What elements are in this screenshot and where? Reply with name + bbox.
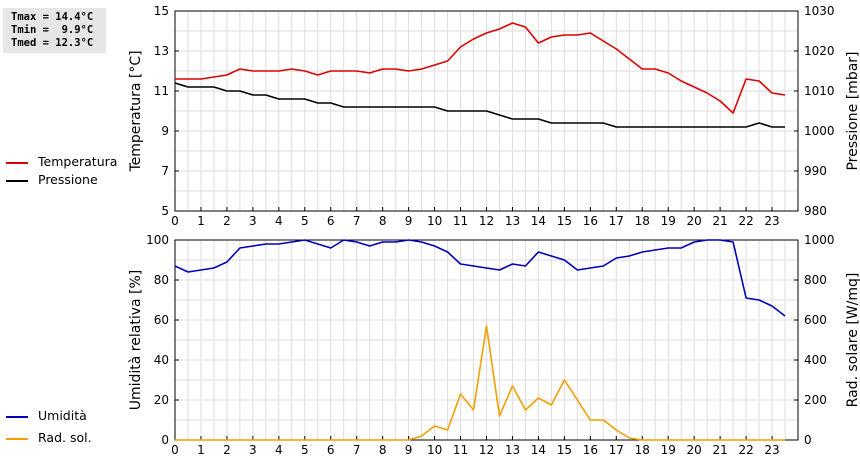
x-tick-label: 3 — [249, 443, 257, 457]
legend-item-umidita: Umidità — [6, 408, 87, 423]
x-tick-label: 5 — [301, 443, 309, 457]
x-tick-label: 11 — [453, 443, 468, 457]
x-tick-label: 3 — [249, 214, 257, 228]
x-tick-label: 7 — [353, 214, 361, 228]
y-axis-label: Temperatura [°C] — [128, 50, 144, 172]
x-tick-label: 22 — [738, 443, 753, 457]
x-tick-label: 17 — [609, 443, 624, 457]
x-tick-label: 0 — [171, 443, 179, 457]
legend-label-temperatura: Temperatura — [38, 154, 118, 169]
legend-swatch-rad-sol — [6, 437, 28, 440]
stat-tmed: Tmed = 12.3°C — [11, 37, 94, 49]
x-tick-label: 12 — [479, 214, 494, 228]
series-line-rad-sol- — [175, 325, 785, 441]
x-tick-label: 5 — [301, 214, 309, 228]
x-tick-label: 13 — [505, 214, 520, 228]
x-tick-label: 15 — [557, 214, 572, 228]
x-tick-label: 8 — [379, 214, 387, 228]
x-tick-label: 19 — [661, 443, 676, 457]
x-tick-label: 23 — [764, 214, 779, 228]
series-line-temperatura — [175, 22, 786, 114]
legend-label-pressione: Pressione — [38, 172, 98, 187]
legend-swatch-pressione — [6, 179, 28, 182]
x-tick-label: 20 — [687, 214, 702, 228]
x-tick-label: 18 — [635, 443, 650, 457]
y-axis-label: Umidità relativa [%] — [128, 270, 144, 411]
y-tick-label: 0 — [161, 433, 169, 447]
x-tick-label: 2 — [223, 214, 231, 228]
y2-tick-label: 1020 — [804, 44, 835, 58]
x-tick-label: 16 — [583, 214, 598, 228]
series-line-umidit- — [174, 239, 786, 317]
y-tick-label: 9 — [161, 124, 169, 138]
x-tick-label: 21 — [712, 214, 727, 228]
x-tick-label: 23 — [764, 443, 779, 457]
legend-item-rad-sol: Rad. sol. — [6, 430, 92, 445]
x-tick-label: 14 — [531, 443, 546, 457]
y2-tick-label: 990 — [804, 164, 827, 178]
x-tick-label: 10 — [427, 443, 442, 457]
x-tick-label: 7 — [353, 443, 361, 457]
x-tick-label: 4 — [275, 214, 283, 228]
stat-tmin: Tmin = 9.9°C — [11, 24, 94, 36]
x-tick-label: 1 — [197, 443, 205, 457]
y-tick-label: 60 — [154, 313, 169, 327]
x-tick-label: 9 — [405, 214, 413, 228]
y2-tick-label: 600 — [804, 313, 827, 327]
y-tick-label: 13 — [154, 44, 169, 58]
y2-tick-label: 0 — [804, 433, 812, 447]
x-tick-label: 9 — [405, 443, 413, 457]
x-tick-label: 19 — [661, 214, 676, 228]
y2-tick-label: 1010 — [804, 84, 835, 98]
x-tick-label: 4 — [275, 443, 283, 457]
legend-swatch-umidita — [6, 415, 28, 418]
legend-label-umidita: Umidità — [38, 408, 87, 423]
y2-tick-label: 400 — [804, 353, 827, 367]
x-tick-label: 20 — [687, 443, 702, 457]
x-tick-label: 1 — [197, 214, 205, 228]
y-tick-label: 7 — [161, 164, 169, 178]
y-tick-label: 5 — [161, 204, 169, 218]
x-tick-label: 12 — [479, 443, 494, 457]
x-tick-label: 11 — [453, 214, 468, 228]
y-tick-label: 15 — [154, 4, 169, 18]
x-tick-label: 8 — [379, 443, 387, 457]
x-tick-label: 6 — [327, 214, 335, 228]
y2-axis-label: Pressione [mbar] — [845, 51, 860, 170]
chart-panel-0: 0 1 2 3 4 5 6 7 8 9 10 11 12 13 14 15 16 17 18 19 20 21 22 2357… — [128, 4, 860, 228]
stats-box: Tmax = 14.4°C Tmin = 9.9°C Tmed = 12.3°C — [3, 8, 106, 53]
legend-swatch-temperatura — [6, 161, 28, 164]
x-tick-label: 10 — [427, 214, 442, 228]
x-tick-label: 17 — [609, 214, 624, 228]
y2-tick-label: 200 — [804, 393, 827, 407]
x-tick-label: 2 — [223, 443, 231, 457]
chart-panel-1: 0 1 2 3 4 5 6 7 8 9 10 11 12 13 14 15 16 17 18 19 20 21 22 2302… — [128, 233, 860, 457]
x-tick-label: 13 — [505, 443, 520, 457]
x-tick-label: 18 — [635, 214, 650, 228]
y-tick-label: 20 — [154, 393, 169, 407]
legend-item-temperatura: Temperatura — [6, 154, 117, 169]
x-tick-label: 22 — [738, 214, 753, 228]
y-tick-label: 11 — [154, 84, 169, 98]
y2-tick-label: 1030 — [804, 4, 835, 18]
y2-tick-label: 800 — [804, 273, 827, 287]
legend-label-rad-sol: Rad. sol. — [38, 430, 92, 445]
y2-axis-label: Rad. solare [W/mq] — [845, 273, 860, 408]
y-tick-label: 40 — [154, 353, 169, 367]
y2-tick-label: 980 — [804, 204, 827, 218]
x-tick-label: 21 — [712, 443, 727, 457]
legend-item-pressione: Pressione — [6, 172, 98, 187]
x-tick-label: 15 — [557, 443, 572, 457]
series-line-pressione — [174, 82, 785, 128]
stat-tmax: Tmax = 14.4°C — [11, 11, 94, 23]
y-tick-label: 80 — [154, 273, 169, 287]
x-tick-label: 14 — [531, 214, 546, 228]
x-tick-label: 6 — [327, 443, 335, 457]
y2-tick-label: 1000 — [804, 124, 835, 138]
y2-tick-label: 1000 — [804, 233, 835, 247]
x-tick-label: 0 — [171, 214, 179, 228]
x-tick-label: 16 — [583, 443, 598, 457]
y-tick-label: 100 — [146, 233, 169, 247]
